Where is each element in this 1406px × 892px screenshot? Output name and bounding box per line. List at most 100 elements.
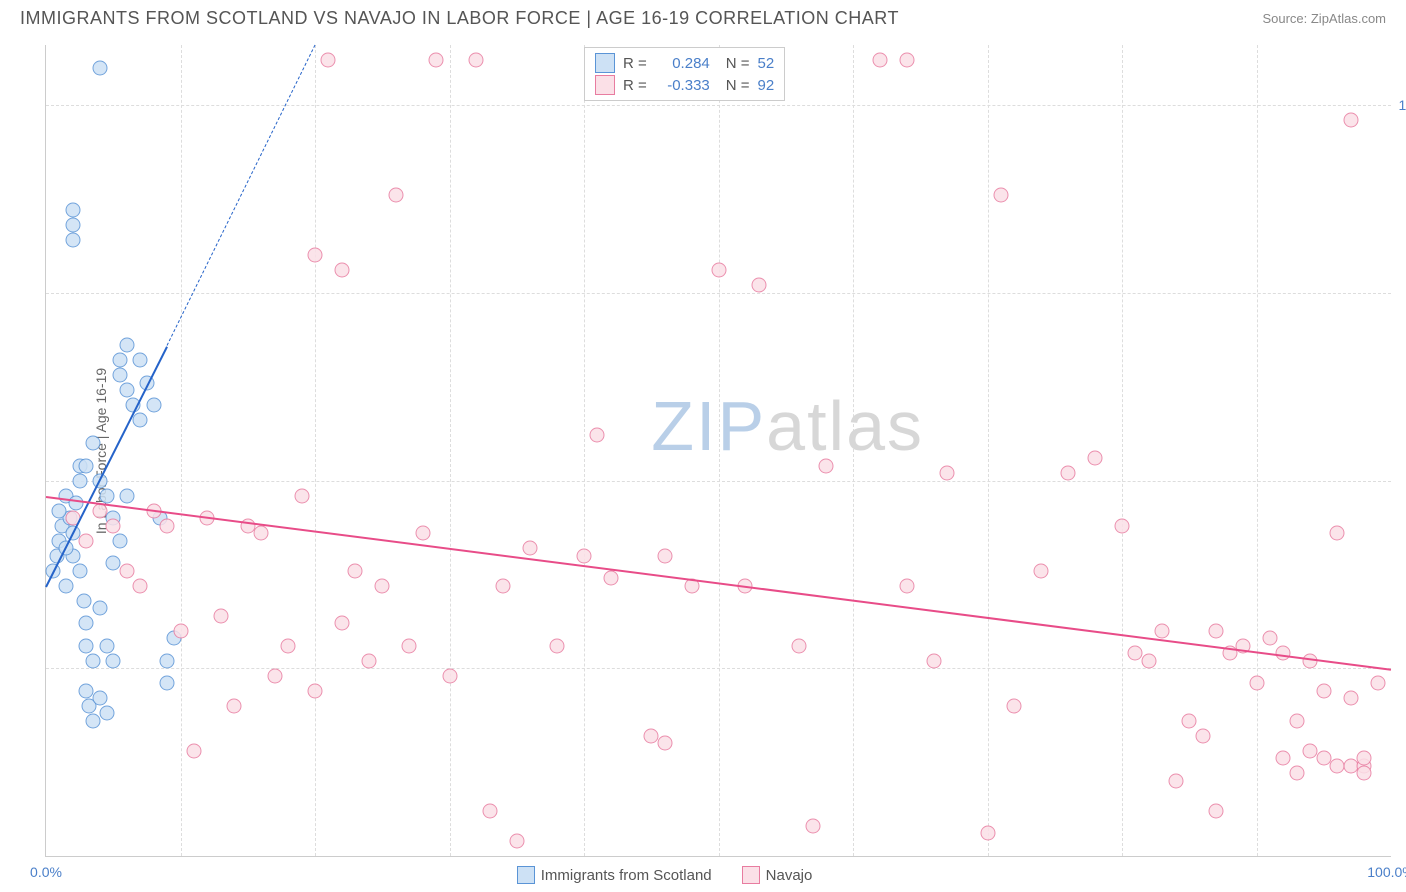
data-point xyxy=(308,248,323,263)
n-value: 92 xyxy=(758,77,775,94)
data-point xyxy=(429,53,444,68)
data-point xyxy=(99,488,114,503)
source-label: Source: ZipAtlas.com xyxy=(1262,11,1386,26)
data-point xyxy=(92,60,107,75)
data-point xyxy=(146,398,161,413)
data-point xyxy=(106,653,121,668)
data-point xyxy=(79,533,94,548)
data-point xyxy=(388,188,403,203)
data-point xyxy=(112,533,127,548)
data-point xyxy=(1209,623,1224,638)
correlation-legend: R =0.284N =52R =-0.333N =92 xyxy=(584,47,785,101)
data-point xyxy=(1276,751,1291,766)
gridline-vertical xyxy=(315,45,316,856)
data-point xyxy=(402,638,417,653)
data-point xyxy=(254,526,269,541)
data-point xyxy=(496,578,511,593)
data-point xyxy=(469,53,484,68)
data-point xyxy=(1357,766,1372,781)
data-point xyxy=(334,263,349,278)
data-point xyxy=(792,638,807,653)
header: IMMIGRANTS FROM SCOTLAND VS NAVAJO IN LA… xyxy=(0,0,1406,33)
series-legend: Immigrants from Scotland Navajo xyxy=(517,866,813,884)
data-point xyxy=(926,653,941,668)
legend-swatch xyxy=(742,866,760,884)
data-point xyxy=(119,488,134,503)
data-point xyxy=(173,623,188,638)
ytick-label: 100.0% xyxy=(1399,97,1406,113)
data-point xyxy=(86,653,101,668)
data-point xyxy=(751,278,766,293)
data-point xyxy=(1357,751,1372,766)
r-label: R = xyxy=(623,77,647,94)
correlation-row: R =0.284N =52 xyxy=(595,52,774,74)
data-point xyxy=(227,698,242,713)
data-point xyxy=(92,691,107,706)
legend-swatch xyxy=(517,866,535,884)
data-point xyxy=(1195,728,1210,743)
data-point xyxy=(657,548,672,563)
data-point xyxy=(65,203,80,218)
data-point xyxy=(186,743,201,758)
data-point xyxy=(79,458,94,473)
data-point xyxy=(1034,563,1049,578)
data-point xyxy=(550,638,565,653)
data-point xyxy=(1141,653,1156,668)
data-point xyxy=(657,736,672,751)
data-point xyxy=(361,653,376,668)
gridline-vertical xyxy=(853,45,854,856)
data-point xyxy=(1249,676,1264,691)
data-point xyxy=(1316,683,1331,698)
data-point xyxy=(133,413,148,428)
data-point xyxy=(106,518,121,533)
gridline-vertical xyxy=(181,45,182,856)
data-point xyxy=(308,683,323,698)
data-point xyxy=(334,616,349,631)
legend-swatch xyxy=(595,75,615,95)
data-point xyxy=(1115,518,1130,533)
data-point xyxy=(1209,803,1224,818)
data-point xyxy=(99,706,114,721)
data-point xyxy=(603,571,618,586)
data-point xyxy=(112,368,127,383)
xtick-label: 0.0% xyxy=(30,864,62,880)
data-point xyxy=(482,803,497,818)
legend-item: Immigrants from Scotland xyxy=(517,866,712,884)
data-point xyxy=(509,833,524,848)
data-point xyxy=(523,541,538,556)
data-point xyxy=(872,53,887,68)
data-point xyxy=(133,578,148,593)
data-point xyxy=(1007,698,1022,713)
data-point xyxy=(577,548,592,563)
data-point xyxy=(1370,676,1385,691)
data-point xyxy=(119,338,134,353)
data-point xyxy=(86,435,101,450)
data-point xyxy=(160,518,175,533)
scatter-chart: In Labor Force | Age 16-19 25.0%50.0%75.… xyxy=(45,45,1391,857)
data-point xyxy=(267,668,282,683)
data-point xyxy=(899,578,914,593)
n-value: 52 xyxy=(758,55,775,72)
data-point xyxy=(72,563,87,578)
data-point xyxy=(1088,451,1103,466)
data-point xyxy=(79,638,94,653)
data-point xyxy=(1061,466,1076,481)
data-point xyxy=(160,653,175,668)
data-point xyxy=(72,473,87,488)
data-point xyxy=(112,353,127,368)
data-point xyxy=(442,668,457,683)
legend-label: Immigrants from Scotland xyxy=(541,867,712,884)
data-point xyxy=(68,496,83,511)
data-point xyxy=(59,578,74,593)
data-point xyxy=(711,263,726,278)
gridline-vertical xyxy=(1122,45,1123,856)
data-point xyxy=(899,53,914,68)
data-point xyxy=(1262,631,1277,646)
r-label: R = xyxy=(623,55,647,72)
data-point xyxy=(79,616,94,631)
n-label: N = xyxy=(726,55,750,72)
legend-item: Navajo xyxy=(742,866,813,884)
data-point xyxy=(119,383,134,398)
data-point xyxy=(65,218,80,233)
gridline-vertical xyxy=(988,45,989,856)
